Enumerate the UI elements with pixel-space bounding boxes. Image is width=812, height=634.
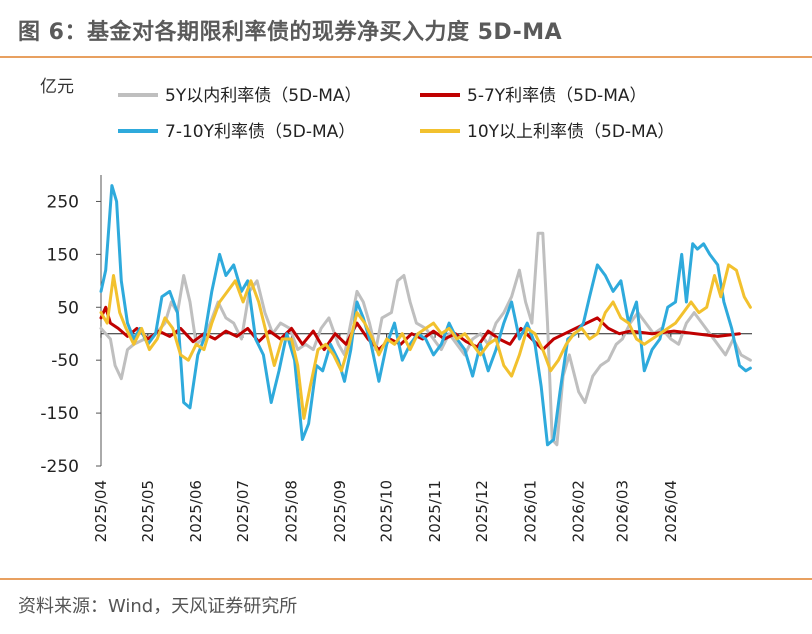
x-tick-label: 2025/07 bbox=[234, 480, 252, 542]
x-tick-label: 2025/12 bbox=[473, 480, 491, 542]
x-tick-label: 2025/05 bbox=[139, 480, 157, 542]
line-chart: 亿元 5Y以内利率债（5D-MA） 5-7Y利率债（5D-MA） 7-10Y利率… bbox=[40, 77, 752, 542]
y-tick-label: 50 bbox=[57, 298, 79, 318]
x-tick-label: 2026/01 bbox=[521, 480, 539, 542]
y-tick-label: 150 bbox=[47, 245, 79, 265]
x-tick-label: 2025/11 bbox=[426, 480, 444, 542]
x-tick-label: 2025/08 bbox=[282, 480, 300, 542]
x-tick-label: 2025/06 bbox=[187, 480, 205, 542]
legend-label-5-7y: 5-7Y利率债（5D-MA） bbox=[467, 86, 647, 106]
x-tick-label: 2025/10 bbox=[378, 480, 396, 542]
figure-title: 图 6：基金对各期限利率债的现券净买入力度 5D-MA bbox=[18, 20, 563, 45]
legend: 5Y以内利率债（5D-MA） 5-7Y利率债（5D-MA） 7-10Y利率债（5… bbox=[118, 86, 674, 142]
y-axis: 250 150 50 -50 -150 -250 bbox=[40, 175, 102, 477]
bottom-divider bbox=[0, 578, 812, 580]
legend-label-5y: 5Y以内利率债（5D-MA） bbox=[165, 86, 362, 106]
legend-label-10y-plus: 10Y以上利率债（5D-MA） bbox=[467, 122, 674, 142]
y-unit-label: 亿元 bbox=[40, 77, 74, 97]
top-divider bbox=[0, 56, 812, 58]
x-axis: 2025/04 2025/05 2025/06 2025/07 2025/08 2025/… bbox=[92, 333, 752, 542]
y-tick-label: -50 bbox=[51, 351, 79, 371]
series-line-10y-plus bbox=[99, 263, 752, 420]
y-tick-label: -150 bbox=[40, 404, 79, 424]
series-lines bbox=[99, 184, 752, 447]
legend-label-7-10y: 7-10Y利率债（5D-MA） bbox=[165, 122, 355, 142]
x-tick-label: 2026/02 bbox=[570, 480, 588, 542]
x-tick-label: 2026/03 bbox=[613, 480, 631, 542]
x-tick-label: 2025/09 bbox=[331, 480, 349, 542]
y-tick-label: 250 bbox=[47, 192, 79, 212]
source-note: 资料来源：Wind，天风证券研究所 bbox=[18, 596, 298, 617]
x-tick-label: 2026/04 bbox=[662, 480, 680, 542]
y-tick-label: -250 bbox=[40, 457, 79, 477]
x-tick-label: 2025/04 bbox=[92, 480, 110, 542]
series-line-7-10y bbox=[99, 184, 752, 447]
